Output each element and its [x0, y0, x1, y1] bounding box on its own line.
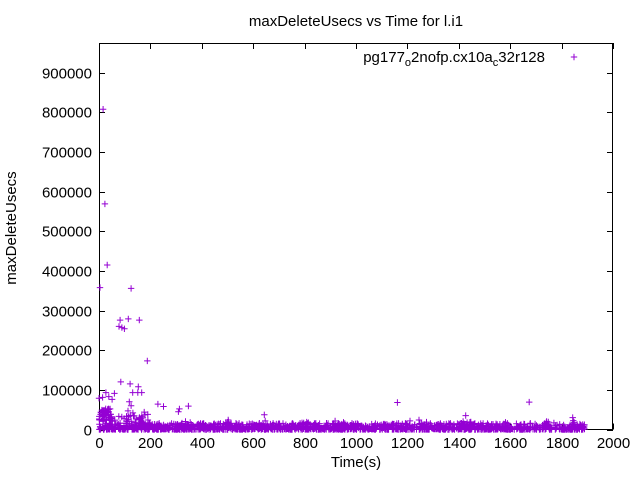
x-tick-label: 1000 — [340, 435, 373, 452]
y-tick-label: 400000 — [42, 264, 92, 281]
y-tick-label: 0 — [84, 423, 92, 440]
x-tick-label: 600 — [241, 435, 266, 452]
x-tick-label: 1600 — [494, 435, 527, 452]
y-tick-label: 100000 — [42, 383, 92, 400]
legend-segment: pg177 — [363, 49, 405, 66]
legend: pg177o2nofp.cx10ac32r128 — [363, 49, 578, 69]
x-tick-label: 200 — [138, 435, 163, 452]
x-tick-label: 800 — [293, 435, 318, 452]
axis-ticks: 0 200 400 600 800 1000 1200 1400 1600 1800 2000 0 10… — [42, 43, 630, 452]
x-tick-label: 0 — [95, 435, 103, 452]
y-tick-label: 800000 — [42, 105, 92, 122]
y-tick-label: 900000 — [42, 66, 92, 83]
chart-title: maxDeleteUsecs vs Time for l.i1 — [249, 13, 463, 30]
x-tick-label: 1800 — [546, 435, 579, 452]
y-tick-label: 200000 — [42, 343, 92, 360]
data-points — [95, 106, 588, 433]
legend-subscript: o — [405, 57, 411, 69]
plot-border — [99, 43, 613, 430]
legend-plus-marker-icon — [570, 53, 578, 61]
legend-segment: 2nofp.cx10a — [411, 49, 493, 66]
legend-label: pg177o2nofp.cx10ac32r128 — [363, 49, 545, 69]
y-tick-label: 300000 — [42, 304, 92, 321]
legend-segment: 32r128 — [498, 49, 545, 66]
x-tick-label: 1200 — [391, 435, 424, 452]
y-axis-label: maxDeleteUsecs — [3, 171, 20, 284]
x-axis-label: Time(s) — [331, 454, 381, 471]
x-tick-label: 1400 — [443, 435, 476, 452]
x-tick-label: 400 — [190, 435, 215, 452]
y-tick-label: 600000 — [42, 185, 92, 202]
legend-subscript: c — [493, 57, 499, 69]
y-tick-label: 500000 — [42, 224, 92, 241]
x-tick-label: 2000 — [597, 435, 630, 452]
y-tick-label: 700000 — [42, 145, 92, 162]
